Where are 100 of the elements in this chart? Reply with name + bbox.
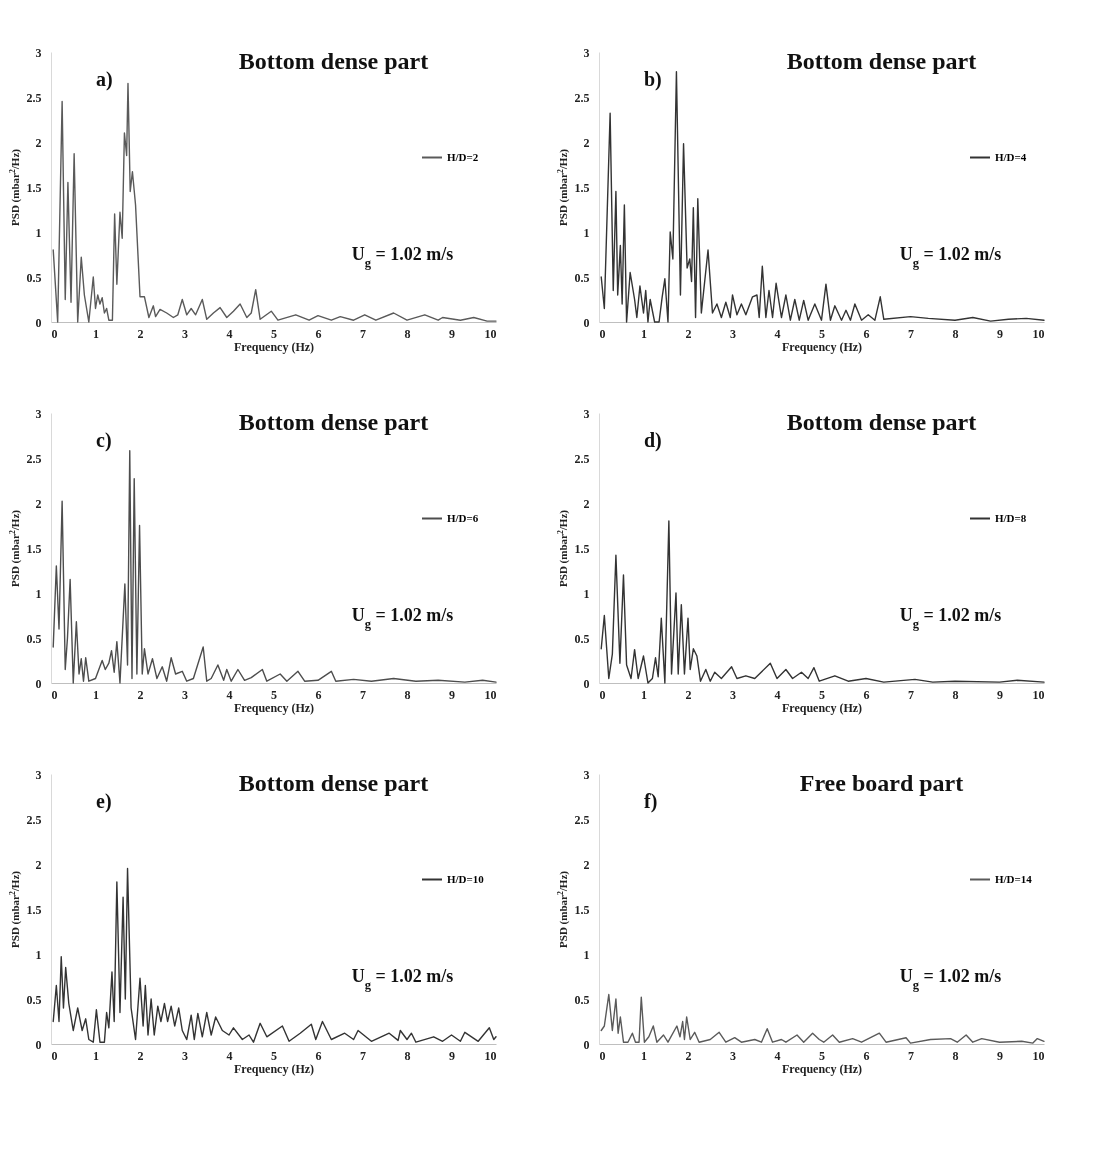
x-tick-label: 3 bbox=[182, 1048, 188, 1063]
x-tick-label: 7 bbox=[360, 687, 366, 702]
x-tick-label: 1 bbox=[93, 687, 99, 702]
x-tick-label: 4 bbox=[226, 326, 233, 341]
x-tick-label: 1 bbox=[93, 326, 99, 341]
y-tick-label: 1 bbox=[583, 225, 590, 240]
x-tick-label: 6 bbox=[315, 326, 322, 341]
y-tick-label: 3 bbox=[583, 767, 590, 782]
y-tick-label: 1.5 bbox=[26, 180, 42, 195]
x-tick-label: 9 bbox=[997, 326, 1003, 341]
x-tick-label: 7 bbox=[908, 326, 914, 341]
y-tick-label: 1.5 bbox=[574, 541, 590, 556]
y-tick-label: 3 bbox=[583, 406, 590, 421]
x-tick-label: 5 bbox=[271, 326, 277, 341]
x-axis-title: Frequency (Hz) bbox=[233, 339, 315, 354]
chart-title: Bottom dense part bbox=[238, 770, 429, 796]
x-tick-label: 9 bbox=[997, 687, 1003, 702]
y-tick-label: 2.5 bbox=[574, 812, 590, 827]
legend-label: H/D=8 bbox=[995, 511, 1027, 524]
annotation: U$_{g}$ = 1.02 m/s bbox=[351, 604, 454, 631]
x-tick-label: 5 bbox=[819, 687, 825, 702]
y-tick-label: 0 bbox=[583, 315, 590, 330]
x-tick-label: 0 bbox=[51, 1048, 58, 1063]
annotation: U$_{g}$ = 1.02 m/s bbox=[351, 243, 454, 270]
y-tick-label: 0.5 bbox=[26, 631, 42, 646]
legend-label: H/D=4 bbox=[995, 150, 1027, 163]
x-tick-label: 8 bbox=[404, 687, 411, 702]
x-tick-label: 3 bbox=[730, 1048, 736, 1063]
line-series bbox=[52, 867, 497, 1043]
x-tick-label: 7 bbox=[908, 687, 914, 702]
y-tick-label: 0 bbox=[583, 676, 590, 691]
x-tick-label: 4 bbox=[226, 687, 233, 702]
y-tick-label: 1 bbox=[583, 947, 590, 962]
y-tick-label: 2.5 bbox=[26, 451, 42, 466]
x-tick-label: 7 bbox=[360, 326, 366, 341]
chart-title: Bottom dense part bbox=[786, 48, 977, 74]
y-tick-label: 3 bbox=[35, 406, 42, 421]
y-tick-label: 1 bbox=[35, 225, 42, 240]
annotation: d) bbox=[644, 429, 662, 452]
x-tick-label: 6 bbox=[315, 687, 322, 702]
y-tick-label: 1 bbox=[35, 586, 42, 601]
y-tick-label: 1 bbox=[35, 947, 42, 962]
y-tick-label: 3 bbox=[35, 45, 42, 60]
x-tick-label: 10 bbox=[1032, 326, 1045, 341]
y-tick-label: 3 bbox=[35, 767, 42, 782]
x-tick-label: 6 bbox=[863, 1048, 870, 1063]
x-tick-label: 0 bbox=[599, 1048, 606, 1063]
line-series bbox=[52, 450, 497, 684]
x-tick-label: 8 bbox=[404, 326, 411, 341]
x-tick-label: 4 bbox=[774, 687, 781, 702]
x-tick-label: 0 bbox=[599, 687, 606, 702]
x-tick-label: 5 bbox=[271, 687, 277, 702]
x-tick-label: 1 bbox=[641, 687, 647, 702]
legend-label: H/D=10 bbox=[447, 872, 485, 885]
y-tick-label: 1.5 bbox=[26, 902, 42, 917]
x-tick-label: 9 bbox=[997, 1048, 1003, 1063]
y-tick-label: 0 bbox=[35, 1037, 42, 1052]
x-axis-title: Frequency (Hz) bbox=[233, 700, 315, 715]
x-tick-label: 10 bbox=[1032, 1048, 1045, 1063]
annotation: b) bbox=[644, 68, 662, 91]
x-tick-label: 2 bbox=[137, 687, 144, 702]
y-tick-label: 2.5 bbox=[574, 90, 590, 105]
x-axis-title: Frequency (Hz) bbox=[781, 339, 863, 354]
x-tick-label: 2 bbox=[137, 1048, 144, 1063]
y-tick-label: 0.5 bbox=[574, 992, 590, 1007]
y-tick-label: 1.5 bbox=[26, 541, 42, 556]
x-tick-label: 9 bbox=[449, 326, 455, 341]
x-tick-label: 10 bbox=[484, 687, 497, 702]
x-tick-label: 8 bbox=[952, 1048, 959, 1063]
y-tick-label: 0 bbox=[35, 676, 42, 691]
x-tick-label: 5 bbox=[819, 1048, 825, 1063]
y-tick-label: 0.5 bbox=[574, 631, 590, 646]
x-tick-label: 2 bbox=[137, 326, 144, 341]
x-tick-label: 3 bbox=[730, 687, 736, 702]
x-tick-label: 7 bbox=[908, 1048, 914, 1063]
x-tick-label: 5 bbox=[819, 326, 825, 341]
y-tick-label: 0.5 bbox=[26, 992, 42, 1007]
x-tick-label: 10 bbox=[484, 326, 497, 341]
y-tick-label: 0.5 bbox=[574, 270, 590, 285]
line-series bbox=[600, 520, 1045, 684]
x-tick-label: 9 bbox=[449, 1048, 455, 1063]
chart-title: Free board part bbox=[799, 770, 964, 796]
annotation: U$_{g}$ = 1.02 m/s bbox=[899, 965, 1002, 992]
x-tick-label: 4 bbox=[774, 326, 781, 341]
chart-title: Bottom dense part bbox=[786, 409, 977, 435]
x-tick-label: 1 bbox=[93, 1048, 99, 1063]
y-tick-label: 0 bbox=[583, 1037, 590, 1052]
legend-label: H/D=2 bbox=[447, 150, 479, 163]
x-tick-label: 6 bbox=[315, 1048, 322, 1063]
x-tick-label: 1 bbox=[641, 1048, 647, 1063]
chart-title: Bottom dense part bbox=[238, 48, 429, 74]
x-tick-label: 3 bbox=[182, 326, 188, 341]
y-tick-label: 2 bbox=[583, 857, 590, 872]
x-tick-label: 8 bbox=[952, 326, 959, 341]
line-series bbox=[600, 993, 1045, 1044]
x-tick-label: 10 bbox=[1032, 687, 1045, 702]
annotation: U$_{g}$ = 1.02 m/s bbox=[351, 965, 454, 992]
y-tick-label: 2.5 bbox=[26, 90, 42, 105]
x-tick-label: 8 bbox=[404, 1048, 411, 1063]
annotation: a) bbox=[96, 68, 113, 91]
